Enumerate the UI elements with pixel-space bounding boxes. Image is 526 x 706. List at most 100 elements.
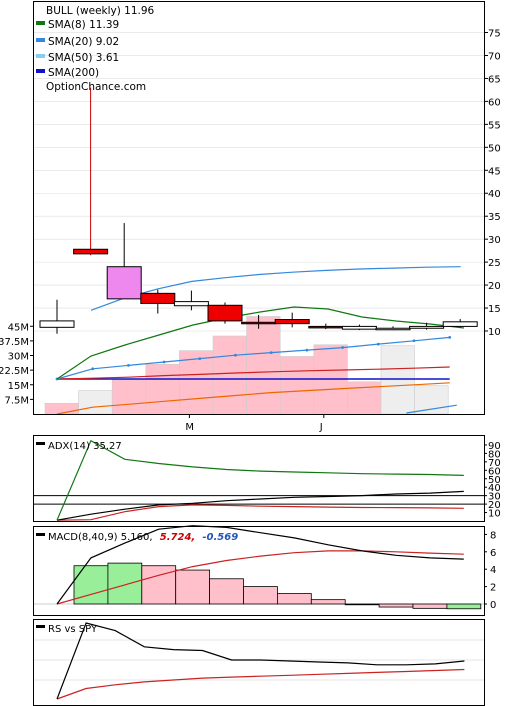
sma20-volume-dot [341,346,344,349]
volume-tick-label: 22.5M [0,366,29,377]
macd-hist-value: -0.569 [202,532,238,543]
macd-histogram-bar [209,578,244,605]
candlesticks [39,87,478,334]
adx-grid [34,495,484,505]
candle-body [173,301,209,307]
price-tick-label: 40 [488,189,501,200]
sma20-volume-dot [269,351,273,355]
macd-lines [56,525,464,605]
volume-tick-label: 30M [8,352,29,363]
legend-label-sma200: SMA(200) [48,67,99,79]
ticker-label: BULL (weekly) 11.96 [46,5,155,17]
adx-tick-label: 20 [488,500,501,511]
sma20-volume-dot [305,348,309,352]
volume-tick-label: 15M [8,381,29,392]
sma20-volume-line [56,336,450,380]
macd-histogram-bar [310,599,346,605]
volume-bar [179,350,214,415]
candle-body [140,292,176,304]
adx-tick-label: 40 [488,483,501,494]
candle-body [409,325,445,329]
macd-tick-label: 4 [490,565,496,576]
macd-histogram-bar [243,586,278,605]
sma50-volume-line [56,366,450,380]
adx-legend-swatch [36,442,45,445]
adx-plus-di-line [56,490,464,521]
legend-swatch-sma200 [36,69,45,73]
price-tick-label: 70 [488,51,501,62]
candle-body [106,266,142,300]
rs-legend-swatch [36,625,45,628]
rs-lines [56,622,465,700]
sma20-volume-dot [198,357,202,360]
macd-histogram [73,562,482,610]
volume-bar [78,390,113,415]
adx-tick-label: 10 [488,509,501,520]
sma20-volume-dot [162,360,166,364]
volume-bar [414,385,449,415]
price-tick-label: 65 [488,74,501,85]
adx-lines [56,439,464,521]
price-tick-label: 20 [488,281,501,292]
sma20-line [90,266,461,311]
macd-axis-ticks: 0 2 4 6 8 [484,530,496,611]
legend-label-sma8: SMA(8) 11.39 [48,19,119,31]
sma8-line [56,306,465,380]
sma20-volume-dot [234,353,237,357]
adx-tick-label: 80 [488,449,501,460]
candle-body [39,320,75,328]
legend: BULL (weekly) 11.96 SMA(8) 11.39 SMA(20)… [36,5,155,93]
volume-axis-ticks: 7.5M 15M 22.5M 30M 37.5M 45M [0,322,34,406]
price-tick-label: 15 [488,304,501,315]
volume-bar [212,335,247,415]
watermark: OptionChance.com [46,81,146,93]
candle-body [207,304,243,322]
sma-volume-orange-line [56,382,450,415]
moving-average-lines [55,266,465,415]
volume-bar [246,316,281,415]
macd-tick-label: 0 [490,600,496,611]
volume-tail-line [406,404,457,414]
price-tick-label: 25 [488,258,501,269]
sma20-volume-dot [91,367,95,371]
adx-tick-label: 90 [488,441,501,452]
macd-histogram-bar [276,593,312,605]
macd-signal-line [56,550,464,605]
price-tick-label: 60 [488,97,501,108]
adx-line [56,439,464,521]
macd-histogram-bar [446,603,482,610]
sma20-volume-dot [376,342,380,346]
macd-tick-label: 2 [490,583,496,594]
price-tick-label: 35 [488,212,501,223]
macd-legend-swatch [36,533,45,536]
legend-label-sma20: SMA(20) 9.02 [48,36,119,48]
rs-line [56,622,465,700]
x-axis-label: M [185,422,194,433]
legend-label-sma50: SMA(50) 3.61 [48,52,119,64]
price-panel-border [33,1,485,415]
volume-bar [44,402,79,415]
price-tick-label: 75 [488,29,501,40]
macd-tick-label: 8 [490,530,496,541]
macd-histogram-bar [107,562,143,605]
candle-body [375,327,411,331]
legend-swatch-sma50 [36,54,45,58]
legend-swatch-sma8 [36,21,45,25]
rs-sma-line [56,668,465,700]
candle-body [241,321,277,325]
volume-bar [279,356,315,415]
volume-bar [111,379,147,415]
macd-signal-value: 5.724, [160,532,195,543]
x-axis-label: J [319,422,323,433]
adx-label: ADX(14) 35.27 [48,441,122,452]
macd-legend: MACD(8,40,9) 5.160, 5.724, -0.569 [48,532,238,543]
macd-tick-label: 6 [490,548,496,559]
price-axis-ticks: 10 15 20 25 30 35 40 45 50 55 60 65 70 75 [484,29,501,338]
candle-body [308,325,344,329]
macd-label: MACD(8,40,9) 5.160, [48,532,153,543]
adx-tick-label: 30 [488,492,501,503]
candle-body [73,248,109,255]
macd-panel: 0 2 4 6 8 MACD(8,40,9) 5.160, 5.724, -0.569 [33,525,496,616]
